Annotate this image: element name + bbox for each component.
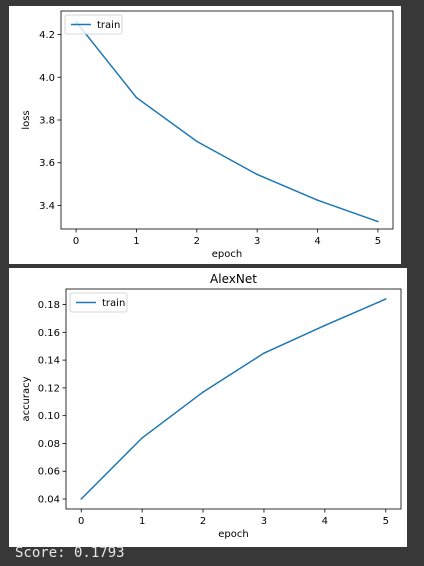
y-tick-label: 0.18 [38, 300, 60, 311]
legend-box [69, 292, 128, 313]
y-tick-label: 0.14 [38, 356, 60, 367]
y-tick-label: 0.06 [38, 467, 60, 478]
data-point [80, 498, 83, 500]
data-point [141, 437, 143, 439]
accuracy-chart-panel: AlexNet 0 1 2 3 4 5 0.04 0.06 0.08 0.10 0.12 0.14 0.1… [9, 268, 407, 547]
data-point [135, 96, 138, 99]
chart-title: AlexNet [210, 272, 257, 286]
series-line-train [75, 21, 379, 223]
loss-chart-panel: 0 1 2 3 4 5 3.4 3.6 3.8 4.0 4.2 epoch loss train [9, 6, 401, 264]
y-tick-label: 3.6 [39, 158, 55, 169]
x-tick-label: 3 [261, 516, 267, 527]
y-tick-label: 4.0 [39, 73, 55, 84]
data-point [196, 140, 198, 143]
x-tick-label: 0 [78, 516, 84, 527]
x-tick-label: 5 [375, 236, 381, 247]
x-tick-label: 2 [200, 516, 206, 527]
legend-label: train [97, 20, 120, 31]
x-tick-label: 3 [254, 236, 260, 247]
y-tick-label: 0.10 [38, 411, 60, 422]
plot-frame [65, 288, 402, 510]
legend-box [64, 14, 123, 35]
data-point [263, 352, 265, 354]
series-line-train [80, 298, 387, 500]
data-point [384, 298, 387, 300]
plot-frame [60, 10, 394, 230]
x-tick-label: 5 [383, 516, 389, 527]
y-axis-label: accuracy [21, 376, 32, 421]
legend: train [64, 14, 123, 35]
x-tick-label: 4 [314, 236, 320, 247]
y-tick-label: 0.04 [38, 495, 60, 506]
y-tick-label: 3.4 [39, 201, 55, 212]
x-tick-label: 1 [139, 516, 145, 527]
legend: train [69, 292, 128, 313]
score-output: Score: 0.1793 [15, 545, 125, 561]
x-tick-label: 2 [194, 236, 200, 247]
legend-label: train [102, 298, 125, 309]
y-tick-label: 0.16 [38, 328, 60, 339]
y-tick-label: 4.2 [39, 30, 55, 41]
x-tick-label: 1 [133, 236, 139, 247]
loss-chart: 0 1 2 3 4 5 3.4 3.6 3.8 4.0 4.2 epoch loss train [21, 10, 394, 260]
data-point [377, 220, 379, 223]
data-point [202, 391, 204, 393]
data-point [324, 324, 326, 327]
y-tick-label: 0.08 [38, 439, 60, 450]
x-tick-label: 4 [322, 516, 328, 527]
x-axis-label: epoch [218, 529, 248, 540]
y-tick-label: 0.12 [38, 383, 60, 394]
data-point [256, 173, 258, 176]
accuracy-chart: AlexNet 0 1 2 3 4 5 0.04 0.06 0.08 0.10 0.12 0.14 0.1… [21, 272, 402, 540]
y-tick-label: 3.8 [39, 116, 55, 127]
y-axis-label: loss [21, 110, 32, 129]
x-axis-label: epoch [212, 249, 242, 260]
x-tick-label: 0 [73, 236, 79, 247]
data-point [316, 199, 319, 201]
